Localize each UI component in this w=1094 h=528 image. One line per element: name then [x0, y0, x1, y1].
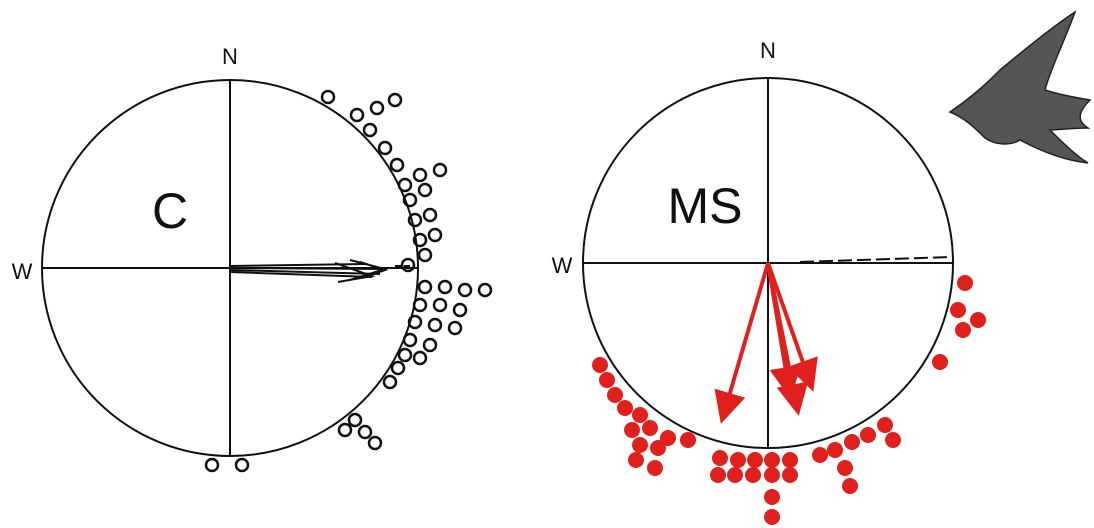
dot [414, 299, 426, 311]
dot [842, 478, 858, 494]
dot [434, 299, 446, 311]
dot [955, 322, 971, 338]
mean-vectors [230, 260, 385, 282]
dot [364, 124, 376, 136]
figure: N W C N W MS [0, 0, 1094, 528]
dot [349, 414, 361, 426]
dot [359, 426, 371, 438]
dot [391, 159, 403, 171]
north-label: N [760, 38, 776, 63]
dot [624, 422, 640, 438]
dashed-mean [800, 257, 950, 262]
dot [454, 304, 466, 316]
dot [764, 489, 780, 505]
dot [592, 357, 608, 373]
bird-illustration [950, 12, 1090, 163]
dot [877, 417, 893, 433]
panel-label: C [152, 183, 188, 239]
dot [680, 432, 696, 448]
dot [459, 284, 471, 296]
dot [860, 427, 876, 443]
dot [439, 281, 451, 293]
panel-ms: N W MS [552, 38, 986, 525]
dot [632, 407, 648, 423]
dot [957, 275, 973, 291]
dot [414, 169, 426, 181]
dot [599, 372, 615, 388]
dot [885, 432, 901, 448]
dot [710, 467, 726, 483]
dot [322, 91, 334, 103]
dot [399, 349, 411, 361]
dot [479, 284, 491, 296]
dot [384, 376, 396, 388]
dot [970, 312, 986, 328]
dot [827, 442, 843, 458]
dot [419, 281, 431, 293]
dot [730, 452, 746, 468]
dot [950, 302, 966, 318]
dot [206, 459, 218, 471]
dot [642, 420, 658, 436]
dot [419, 249, 431, 261]
dot [429, 319, 441, 331]
dot [389, 94, 401, 106]
panel-c: N W C [12, 44, 491, 471]
west-label: W [552, 253, 573, 278]
dot [628, 452, 644, 468]
dot [429, 229, 441, 241]
panel-label: MS [668, 178, 743, 234]
dot [434, 164, 446, 176]
dot [782, 467, 798, 483]
dot [424, 209, 436, 221]
north-label: N [222, 44, 238, 69]
dot [379, 142, 391, 154]
dot [837, 460, 853, 476]
dot [812, 447, 828, 463]
west-label: W [12, 259, 33, 284]
dot [424, 339, 436, 351]
dot [419, 184, 431, 196]
dot [764, 452, 780, 468]
dot [932, 354, 948, 370]
dot [351, 109, 363, 121]
dot [404, 334, 416, 346]
dot [414, 352, 426, 364]
dot [617, 400, 633, 416]
dot [650, 440, 666, 456]
dot [764, 509, 780, 525]
dot [236, 459, 248, 471]
dot [745, 467, 761, 483]
dot [371, 102, 383, 114]
dot [782, 452, 798, 468]
dot [392, 362, 404, 374]
dot [764, 467, 780, 483]
dot [369, 437, 381, 449]
filled-dots [592, 275, 986, 525]
dot [747, 452, 763, 468]
dot [712, 450, 728, 466]
dot [727, 467, 743, 483]
dot [647, 460, 663, 476]
dot [607, 387, 623, 403]
page: N W C N W MS (() => { const data = JSON.… [0, 0, 1094, 528]
dot [339, 424, 351, 436]
dot [399, 179, 411, 191]
dot [844, 434, 860, 450]
dot [449, 322, 461, 334]
dot [632, 437, 648, 453]
